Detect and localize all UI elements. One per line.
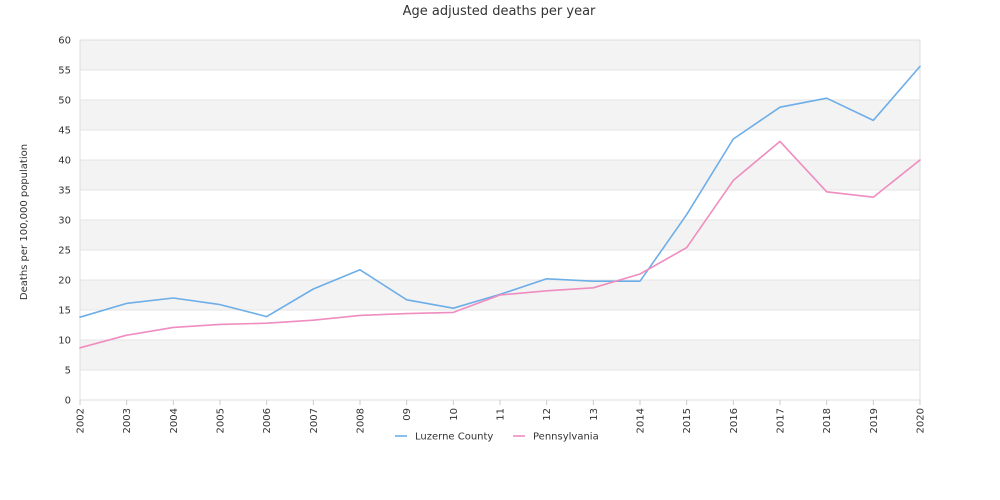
x-tick-label: 2014 bbox=[636, 408, 647, 433]
y-axis-ticks: 0 5 10 15 20 25 30 35 40 45 50 55 60 bbox=[58, 36, 71, 407]
x-axis-ticks: 2002 2003 2004 2005 2006 2007 2008 09 10 11 12 13 20… bbox=[76, 400, 927, 433]
legend: Luzerne County Pennsylvania bbox=[395, 432, 599, 443]
x-tick-label: 09 bbox=[402, 408, 413, 421]
grid-band bbox=[80, 340, 920, 370]
grid-band bbox=[80, 220, 920, 250]
grid-band bbox=[80, 250, 920, 280]
grid-bands bbox=[80, 40, 920, 400]
legend-label: Luzerne County bbox=[415, 432, 493, 443]
series-lines bbox=[79, 65, 921, 349]
x-tick-label: 2008 bbox=[356, 408, 367, 433]
series-line-pennsylvania bbox=[79, 140, 921, 349]
y-tick-label: 15 bbox=[58, 306, 71, 317]
y-tick-label: 60 bbox=[58, 36, 71, 47]
y-tick-label: 40 bbox=[58, 156, 71, 167]
grid-band bbox=[80, 190, 920, 220]
grid-band bbox=[80, 70, 920, 100]
y-tick-label: 50 bbox=[58, 96, 71, 107]
x-tick-label: 2003 bbox=[122, 408, 133, 433]
x-tick-label: 2020 bbox=[916, 408, 927, 433]
x-tick-label: 2017 bbox=[776, 408, 787, 433]
chart-title: Age adjusted deaths per year bbox=[403, 4, 596, 19]
x-tick-label: 2015 bbox=[682, 408, 693, 433]
y-tick-label: 20 bbox=[58, 276, 71, 287]
grid-band bbox=[80, 370, 920, 400]
x-tick-label: 2002 bbox=[76, 408, 87, 433]
y-tick-label: 35 bbox=[58, 186, 71, 197]
y-tick-label: 55 bbox=[58, 66, 71, 77]
x-tick-label: 10 bbox=[449, 408, 460, 421]
y-tick-label: 10 bbox=[58, 336, 71, 347]
x-tick-label: 2007 bbox=[309, 408, 320, 433]
y-tick-label: 45 bbox=[58, 126, 71, 137]
grid-band bbox=[80, 160, 920, 190]
x-tick-label: 2016 bbox=[729, 408, 740, 433]
grid-band bbox=[80, 100, 920, 130]
y-tick-label: 5 bbox=[65, 366, 71, 377]
y-tick-label: 0 bbox=[65, 396, 71, 407]
x-tick-label: 2004 bbox=[169, 408, 180, 433]
x-tick-label: 2005 bbox=[216, 408, 227, 433]
y-tick-label: 25 bbox=[58, 246, 71, 257]
x-tick-label: 2019 bbox=[869, 408, 880, 433]
x-tick-label: 12 bbox=[542, 408, 553, 421]
x-tick-label: 11 bbox=[496, 408, 507, 421]
y-axis-label: Deaths per 100,000 population bbox=[19, 144, 30, 300]
grid-band bbox=[80, 130, 920, 160]
y-tick-label: 30 bbox=[58, 216, 71, 227]
legend-label: Pennsylvania bbox=[533, 432, 599, 443]
x-tick-label: 13 bbox=[589, 408, 600, 421]
x-tick-label: 2018 bbox=[822, 408, 833, 433]
grid-band bbox=[80, 40, 920, 70]
x-tick-label: 2006 bbox=[262, 408, 273, 433]
